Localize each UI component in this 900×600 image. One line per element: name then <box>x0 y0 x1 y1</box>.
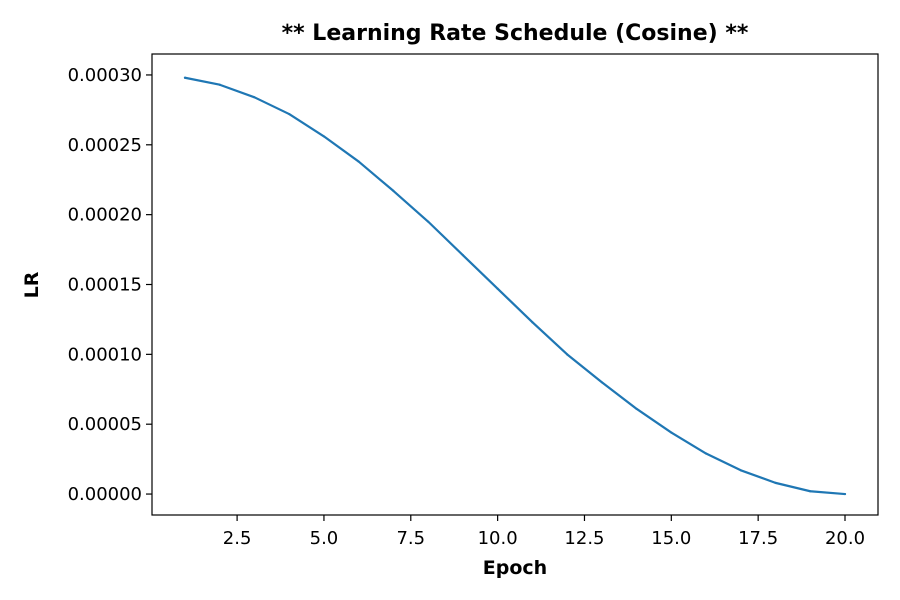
y-axis: 0.00000 0.00005 0.00010 0.00015 0.00020 0.000… <box>68 65 152 505</box>
data-point-epoch-20 <box>843 492 847 496</box>
data-point-epoch-13 <box>600 381 603 384</box>
data-point-epoch-3 <box>253 96 256 99</box>
x-tick-label: 15.0 <box>651 528 691 549</box>
y-axis-label: LR <box>21 271 43 298</box>
data-point-epoch-18 <box>774 481 777 484</box>
chart-title: ** Learning Rate Schedule (Cosine) ** <box>282 21 749 46</box>
data-point-epoch-14 <box>635 407 638 410</box>
data-point-epoch-7 <box>392 189 395 192</box>
y-tick-label: 0.00020 <box>68 205 142 226</box>
data-point-epoch-8 <box>427 220 430 223</box>
y-tick-label: 0.00025 <box>68 135 142 156</box>
y-tick-label: 0.00000 <box>68 484 142 505</box>
x-tick-label: 5.0 <box>310 528 339 549</box>
data-point-epoch-4 <box>288 112 291 116</box>
data-point-epoch-5 <box>322 135 326 138</box>
data-point-epoch-12 <box>566 353 569 356</box>
data-point-epoch-9 <box>461 254 464 257</box>
x-tick-label: 12.5 <box>564 528 604 549</box>
data-point-epoch-11 <box>531 321 534 324</box>
x-axis-label: Epoch <box>483 557 547 579</box>
data-point-epoch-10 <box>496 287 499 290</box>
data-point-epoch-16 <box>704 452 708 455</box>
data-point-epoch-17 <box>739 469 742 472</box>
x-tick-label: 2.5 <box>223 528 252 549</box>
y-tick-label: 0.00015 <box>68 275 142 296</box>
data-point-epoch-19 <box>809 490 812 493</box>
x-tick-label: 17.5 <box>738 528 778 549</box>
x-tick-label: 7.5 <box>396 528 425 549</box>
data-points <box>183 76 847 496</box>
data-point-epoch-2 <box>218 83 221 86</box>
y-tick-label: 0.00005 <box>68 414 142 435</box>
series-line-lr <box>183 76 847 496</box>
plot-area: 2.5 5.0 7.5 10.0 12.5 15.0 17.5 20.0 0.000000.0… <box>68 53 879 549</box>
data-point-epoch-15 <box>670 431 673 434</box>
x-tick-label: 20.0 <box>825 528 865 549</box>
x-axis: 2.5 5.0 7.5 10.0 12.5 15.0 17.5 20.0 <box>223 515 865 549</box>
y-tick-label: 0.00010 <box>68 344 142 365</box>
data-point-epoch-6 <box>357 160 360 163</box>
x-tick-label: 10.0 <box>478 528 518 549</box>
data-point-epoch-1 <box>183 76 187 79</box>
y-tick-label: 0.00030 <box>68 65 142 86</box>
